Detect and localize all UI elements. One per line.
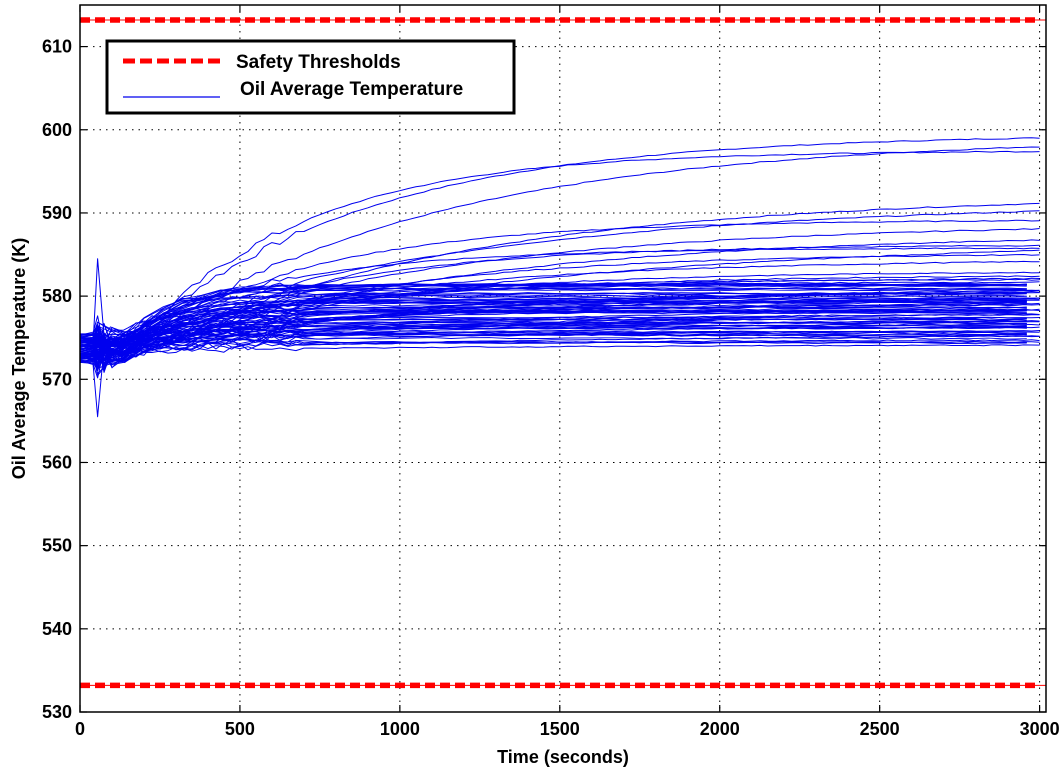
y-tick-label: 560 (42, 452, 72, 472)
plot-frame (79, 4, 1047, 713)
temperature-line (79, 295, 1027, 364)
temperature-line (79, 146, 1040, 360)
temperature-line (79, 284, 1027, 358)
y-tick-label: 570 (42, 369, 72, 389)
legend: Safety Thresholds Oil Average Temperatur… (105, 39, 516, 115)
temperature-line (79, 306, 1027, 359)
temperature-line (79, 307, 1027, 351)
y-tick-label: 540 (42, 619, 72, 639)
temperature-line (79, 335, 1027, 360)
temperature-series (79, 137, 1040, 418)
x-tick-label: 2500 (860, 719, 900, 739)
temperature-line (79, 323, 1027, 361)
x-tick-label: 1000 (380, 719, 420, 739)
temperature-line (79, 332, 1027, 346)
temperature-line (79, 292, 1027, 357)
y-tick-label: 530 (42, 702, 72, 722)
temperature-line (79, 288, 1027, 362)
temperature-line (79, 344, 1040, 418)
temperature-line (79, 282, 1027, 357)
temperature-line (79, 254, 1040, 368)
temperature-line (79, 292, 1027, 360)
temperature-line (79, 137, 1040, 357)
temperature-line (79, 331, 1027, 377)
temperature-line (79, 335, 1040, 365)
temperature-line (79, 317, 1027, 356)
temperature-line (79, 301, 1027, 353)
temperature-line (79, 283, 1027, 369)
x-tick-label: 1500 (540, 719, 580, 739)
y-tick-label: 610 (42, 37, 72, 57)
temperature-line (79, 301, 1027, 347)
y-axis-label: Oil Average Temperature (K) (9, 238, 29, 479)
temperature-line (79, 327, 1027, 357)
temperature-line (79, 309, 1027, 370)
temperature-line (79, 294, 1027, 353)
y-tick-label: 590 (42, 203, 72, 223)
temperature-line (79, 297, 1027, 342)
temperature-line (79, 306, 1027, 346)
temperature-line (79, 298, 1027, 363)
safety-thresholds (80, 17, 1046, 689)
legend-series-label: Oil Average Temperature (240, 79, 463, 100)
axis-ticks: 0 500 1000 1500 2000 2500 3000 530 540 550 560 570 5… (42, 5, 1060, 739)
temperature-line (79, 260, 1040, 346)
temperature-line (79, 239, 1040, 379)
legend-box (105, 39, 516, 115)
y-tick-label: 600 (42, 120, 72, 140)
x-axis-label: Time (seconds) (497, 747, 629, 767)
legend-threshold-label: Safety Thresholds (236, 52, 401, 73)
x-tick-label: 0 (75, 719, 85, 739)
temperature-line (79, 326, 1027, 375)
x-tick-label: 3000 (1020, 719, 1060, 739)
temperature-line (79, 333, 1027, 343)
y-tick-label: 550 (42, 536, 72, 556)
temperature-line (79, 321, 1027, 359)
temperature-line (79, 338, 1027, 351)
temperature-line (79, 324, 1027, 349)
x-tick-label: 500 (225, 719, 255, 739)
temperature-line (79, 150, 1040, 372)
y-tick-label: 580 (42, 286, 72, 306)
temperature-line (79, 329, 1027, 352)
temperature-line (79, 316, 1027, 354)
grid-lines (80, 5, 1046, 712)
x-tick-label: 2000 (700, 719, 740, 739)
